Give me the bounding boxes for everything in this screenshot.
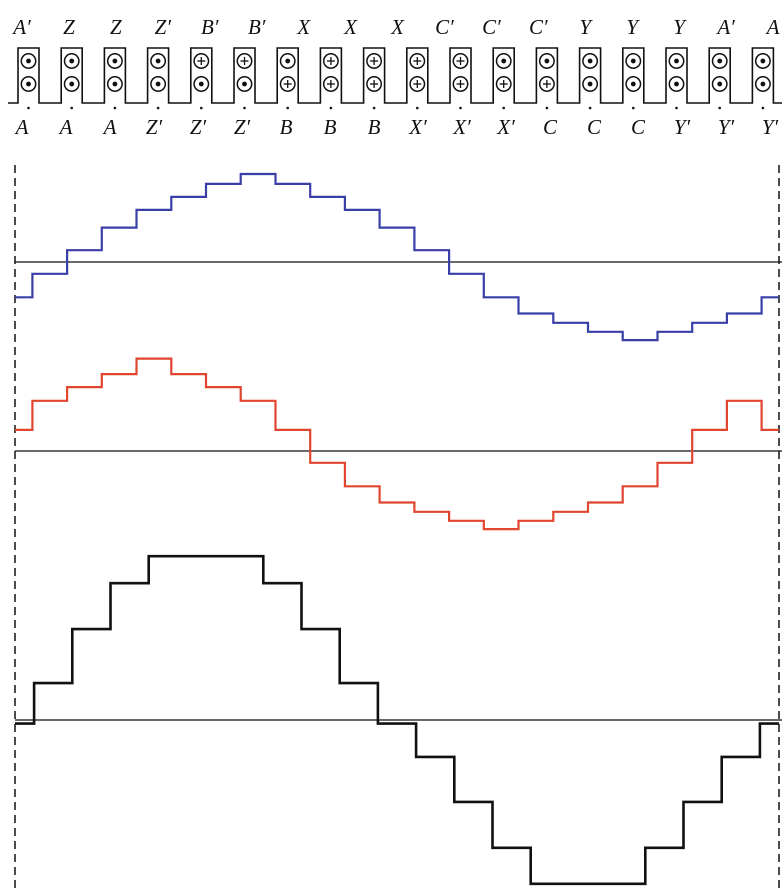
conductor-labels: A′ Z Z Z′ B′ B′ X X X C′ C′ C′ Y Y Y A′ A A A A Z′ Z′ Z′ B B B X′ X… bbox=[11, 15, 779, 139]
plus-circle-icon bbox=[409, 53, 426, 69]
bottom-conductor-label: A bbox=[102, 115, 117, 139]
slot-dot-marker bbox=[27, 106, 30, 110]
dot-circle-icon bbox=[150, 53, 167, 69]
bottom-conductor-label: C bbox=[587, 115, 602, 139]
phase-b-waveform bbox=[15, 357, 779, 531]
top-conductor-label: Z bbox=[110, 15, 122, 39]
plus-circle-icon bbox=[236, 53, 253, 69]
slot-row bbox=[8, 47, 782, 110]
dot-circle-icon bbox=[193, 76, 210, 92]
slot-dot-marker bbox=[588, 106, 592, 110]
dot-circle-icon bbox=[625, 76, 642, 92]
slot-dot-marker bbox=[70, 106, 73, 110]
slot-dot-marker bbox=[718, 106, 721, 110]
dot-circle-icon bbox=[106, 53, 123, 69]
plus-circle-icon bbox=[409, 76, 426, 92]
slot-dot-marker bbox=[372, 106, 376, 110]
plus-circle-icon bbox=[366, 76, 383, 92]
top-conductor-label: Y bbox=[673, 15, 687, 39]
dot-circle-icon bbox=[754, 53, 771, 69]
bottom-conductor-label: Y′ bbox=[718, 115, 735, 139]
bottom-conductor-label: X′ bbox=[408, 115, 427, 139]
bottom-conductor-label: Z′ bbox=[234, 115, 251, 139]
plus-circle-icon bbox=[322, 76, 339, 92]
slot-dot-marker bbox=[200, 106, 203, 110]
plus-circle-icon bbox=[322, 53, 339, 69]
dot-circle-icon bbox=[668, 76, 685, 92]
dot-circle-icon bbox=[625, 53, 642, 69]
total-waveform bbox=[15, 554, 779, 886]
dot-circle-icon bbox=[63, 53, 80, 69]
slot-dot-marker bbox=[502, 106, 506, 110]
bottom-conductor-label: X′ bbox=[452, 115, 471, 139]
dot-circle-icon bbox=[711, 76, 728, 92]
dot-circle-icon bbox=[106, 76, 123, 92]
plus-circle-icon bbox=[538, 76, 555, 92]
slot-dot-marker bbox=[416, 106, 419, 110]
plus-circle-icon bbox=[366, 53, 383, 69]
bottom-conductor-label: Y′ bbox=[762, 115, 779, 139]
dot-circle-icon bbox=[582, 76, 599, 92]
bottom-conductor-label: Z′ bbox=[190, 115, 207, 139]
slot-dot-marker bbox=[761, 106, 765, 110]
bottom-conductor-label: A bbox=[14, 115, 29, 139]
top-conductor-label: C′ bbox=[435, 15, 454, 39]
bottom-conductor-label: B bbox=[280, 115, 293, 139]
plus-circle-icon bbox=[279, 76, 296, 92]
slot-dot-marker bbox=[459, 106, 462, 110]
slot-dot-marker bbox=[675, 106, 678, 110]
dot-circle-icon bbox=[582, 53, 599, 69]
top-conductor-label: Y bbox=[579, 15, 593, 39]
slot-dot-marker bbox=[113, 106, 117, 110]
bottom-conductor-label: X′ bbox=[496, 115, 515, 139]
plus-circle-icon bbox=[452, 53, 469, 69]
dot-circle-icon bbox=[20, 53, 37, 69]
slot-dot-marker bbox=[286, 106, 290, 110]
bottom-conductor-label: Z′ bbox=[146, 115, 163, 139]
bottom-conductor-label: B bbox=[368, 115, 381, 139]
slot-dot-marker bbox=[156, 106, 160, 110]
slot-dot-marker bbox=[243, 106, 246, 110]
dot-circle-icon bbox=[279, 53, 296, 69]
dot-circle-icon bbox=[20, 76, 37, 92]
plus-circle-icon bbox=[495, 76, 512, 92]
bottom-conductor-label: C bbox=[631, 115, 646, 139]
top-conductor-label: A′ bbox=[715, 15, 735, 39]
dot-circle-icon bbox=[236, 76, 253, 92]
dot-circle-icon bbox=[754, 76, 771, 92]
top-conductor-label: Z′ bbox=[155, 15, 172, 39]
bottom-conductor-label: A bbox=[58, 115, 73, 139]
top-conductor-label: X bbox=[343, 15, 358, 39]
bottom-conductor-label: C bbox=[543, 115, 558, 139]
dot-circle-icon bbox=[63, 76, 80, 92]
dot-circle-icon bbox=[538, 53, 555, 69]
dot-circle-icon bbox=[711, 53, 728, 69]
phase-a-waveform bbox=[15, 172, 779, 342]
slot-outline bbox=[8, 47, 782, 104]
bottom-conductor-label: B bbox=[324, 115, 337, 139]
top-conductor-label: X bbox=[296, 15, 311, 39]
plus-circle-icon bbox=[452, 76, 469, 92]
plus-circle-icon bbox=[193, 53, 210, 69]
dot-circle-icon bbox=[495, 53, 512, 69]
top-conductor-label: C′ bbox=[482, 15, 501, 39]
slot-dot-marker bbox=[329, 106, 333, 110]
dot-circle-icon bbox=[150, 76, 167, 92]
slot-dot-marker bbox=[632, 106, 635, 110]
top-conductor-label: Z bbox=[63, 15, 75, 39]
top-conductor-label: X bbox=[390, 15, 405, 39]
top-conductor-label: B′ bbox=[201, 15, 219, 39]
bottom-conductor-label: Y′ bbox=[674, 115, 691, 139]
top-conductor-label: A bbox=[765, 15, 780, 39]
slot-dot-marker bbox=[545, 106, 549, 110]
top-conductor-label: C′ bbox=[529, 15, 548, 39]
top-conductor-label: Y bbox=[626, 15, 640, 39]
top-conductor-label: A′ bbox=[11, 15, 31, 39]
dot-circle-icon bbox=[668, 53, 685, 69]
top-conductor-label: B′ bbox=[248, 15, 266, 39]
